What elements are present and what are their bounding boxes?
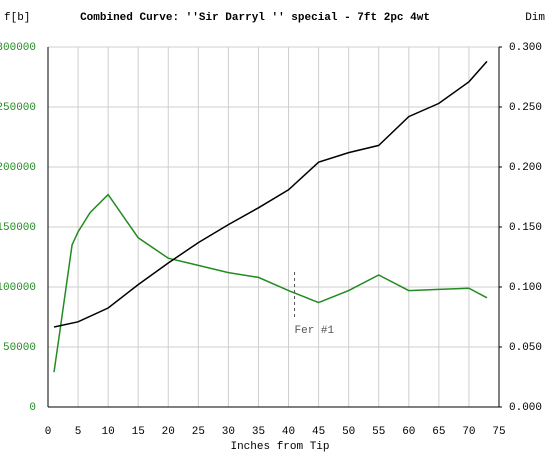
x-tick-label: 10 [102,426,115,438]
y-tick-label: 50000 [3,342,36,354]
annotation-label: Fer #1 [295,325,335,337]
x-tick-label: 75 [492,426,505,438]
x-axis-label: Inches from Tip [230,441,329,453]
y2-tick-label: 0.000 [509,402,542,414]
x-tick-label: 60 [402,426,415,438]
series-line [53,193,488,373]
x-tick-label: 65 [432,426,445,438]
y2-tick-label: 0.300 [509,42,542,54]
x-tick-label: 30 [222,426,235,438]
y-tick-label: 0 [29,402,36,414]
y-tick-label: 250000 [0,102,36,114]
y-tick-label: 300000 [0,42,36,54]
y2-tick-label: 0.100 [509,282,542,294]
x-tick-label: 15 [132,426,145,438]
x-tick-label: 45 [312,426,325,438]
y2-tick-label: 0.150 [509,222,542,234]
chart-title: Combined Curve: ''Sir Darryl '' special … [80,12,430,24]
x-tick-label: 5 [75,426,82,438]
x-tick-label: 40 [282,426,295,438]
x-tick-label: 35 [252,426,265,438]
x-tick-label: 25 [192,426,205,438]
y-tick-label: 150000 [0,222,36,234]
y-tick-label: 200000 [0,162,36,174]
series-line [53,60,488,328]
x-tick-label: 70 [462,426,475,438]
x-tick-label: 50 [342,426,355,438]
y-axis-label: f[b] [4,12,30,24]
y2-tick-label: 0.250 [509,102,542,114]
y2-axis-label: Dim [525,12,545,24]
x-tick-label: 55 [372,426,385,438]
y2-tick-label: 0.050 [509,342,542,354]
x-tick-label: 0 [45,426,52,438]
y-tick-label: 100000 [0,282,36,294]
y2-tick-label: 0.200 [509,162,542,174]
x-tick-label: 20 [162,426,175,438]
